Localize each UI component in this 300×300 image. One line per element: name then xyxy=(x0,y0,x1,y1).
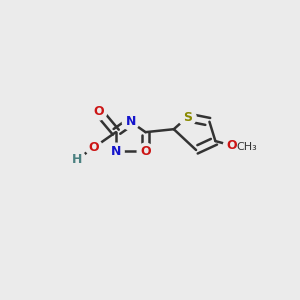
Circle shape xyxy=(122,113,139,130)
Text: O: O xyxy=(226,139,237,152)
Circle shape xyxy=(85,139,102,156)
Text: N: N xyxy=(111,145,121,158)
Circle shape xyxy=(69,151,86,167)
Text: O: O xyxy=(93,105,104,118)
Text: O: O xyxy=(140,145,151,158)
Text: O: O xyxy=(88,141,99,154)
Circle shape xyxy=(90,103,107,120)
Circle shape xyxy=(137,143,154,160)
Text: CH₃: CH₃ xyxy=(236,142,257,152)
Circle shape xyxy=(224,137,240,154)
Text: N: N xyxy=(125,115,136,128)
Text: S: S xyxy=(183,111,192,124)
Text: H: H xyxy=(72,153,82,166)
Circle shape xyxy=(107,143,124,160)
Circle shape xyxy=(235,135,259,159)
Circle shape xyxy=(178,108,196,126)
